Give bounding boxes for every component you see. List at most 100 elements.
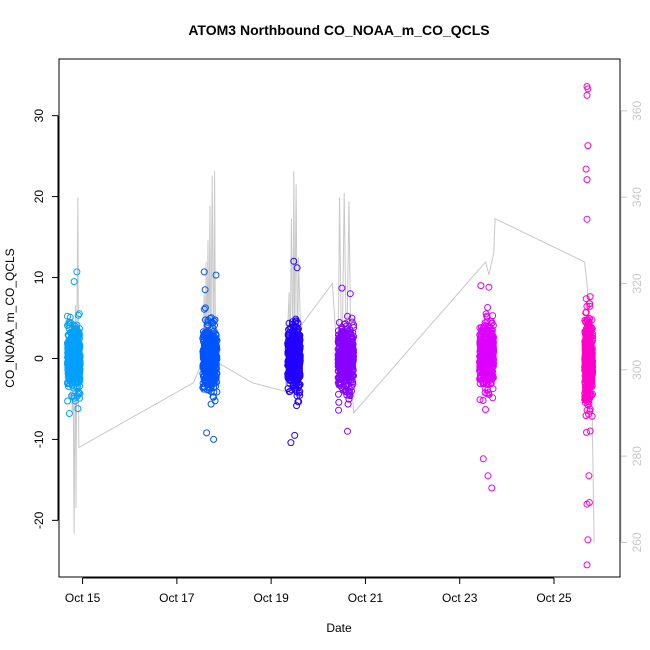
data-point: [348, 338, 356, 345]
outlier-point: [70, 278, 78, 286]
data-point: [582, 295, 590, 303]
outlier-point: [582, 165, 590, 173]
data-point: [588, 357, 595, 364]
x-tick-label: Oct 25: [536, 591, 572, 605]
data-point: [200, 363, 208, 371]
data-point: [335, 406, 343, 414]
outlier-point: [201, 286, 209, 294]
data-point: [288, 377, 296, 385]
data-point: [67, 363, 75, 371]
data-point: [583, 428, 590, 436]
y-tick-label: -10: [32, 430, 46, 448]
data-point: [208, 373, 216, 381]
altitude-trace: [67, 171, 595, 543]
data-point: [348, 345, 356, 353]
data-point: [344, 353, 352, 361]
data-point: [211, 361, 219, 369]
data-point: [288, 369, 296, 376]
series-3: [284, 257, 304, 447]
data-point: [74, 351, 82, 359]
data-point: [345, 391, 353, 399]
data-point: [289, 373, 297, 380]
series-6: [581, 83, 597, 569]
data-point: [586, 342, 594, 350]
outlier-point: [583, 176, 591, 184]
data-point: [74, 343, 82, 351]
series-5: [476, 282, 498, 492]
right-tick-label: 360: [630, 100, 644, 120]
outlier-point: [203, 429, 211, 437]
data-point: [211, 397, 219, 405]
data-point: [586, 302, 594, 310]
data-point: [582, 309, 590, 317]
data-point: [200, 305, 208, 313]
data-point: [336, 369, 344, 377]
series-1: [64, 268, 84, 417]
data-point: [346, 363, 353, 371]
outlier-point: [287, 439, 295, 447]
data-point: [348, 318, 356, 326]
chart-title: ATOM3 Northbound CO_NOAA_m_CO_QCLS: [188, 22, 489, 38]
data-point: [289, 327, 297, 335]
outlier-point: [485, 283, 493, 291]
data-point: [583, 385, 590, 393]
data-point: [586, 330, 594, 338]
data-point: [292, 386, 300, 394]
data-point: [583, 336, 591, 344]
data-point: [64, 340, 72, 348]
data-point: [583, 302, 591, 310]
data-point: [586, 427, 594, 435]
data-point: [489, 394, 497, 402]
data-point: [212, 375, 220, 383]
data-point: [479, 397, 487, 404]
outlier-point: [584, 85, 592, 93]
right-tick-label: 340: [630, 187, 644, 207]
data-point: [335, 344, 343, 352]
data-point: [346, 326, 354, 334]
data-point: [72, 334, 80, 341]
data-point: [346, 333, 354, 341]
data-point: [484, 304, 492, 311]
right-tick-label: 320: [630, 273, 644, 293]
data-point: [343, 391, 351, 399]
y-tick-label: 10: [32, 271, 46, 285]
data-point: [338, 351, 345, 359]
data-point: [70, 326, 78, 334]
x-tick-label: Oct 19: [253, 591, 289, 605]
data-point: [296, 391, 304, 399]
outlier-point: [584, 536, 592, 544]
data-point: [67, 354, 75, 362]
data-point: [203, 330, 211, 338]
data-point: [76, 394, 83, 402]
data-point: [583, 374, 591, 382]
data-point: [64, 397, 72, 405]
right-tick-label: 300: [630, 359, 644, 379]
data-point: [212, 382, 219, 390]
data-point: [338, 324, 346, 332]
data-point: [478, 358, 486, 366]
data-point: [335, 337, 343, 345]
series-4: [334, 284, 358, 435]
data-point: [66, 380, 74, 388]
data-point: [487, 341, 494, 348]
data-point: [285, 338, 293, 346]
x-axis: Oct 15 Oct 17 Oct 19 Oct 21 Oct 23 Oct 25: [65, 577, 572, 605]
data-point: [485, 391, 493, 398]
data-point: [588, 369, 596, 377]
data-point: [64, 353, 71, 361]
data-point: [65, 371, 73, 379]
data-point: [203, 371, 210, 379]
data-point: [207, 400, 215, 408]
data-point: [483, 380, 491, 388]
outlier-point: [212, 271, 220, 279]
data-point: [74, 374, 82, 382]
data-point: [200, 355, 208, 362]
data-point: [477, 345, 484, 353]
x-tick-label: Oct 15: [65, 591, 101, 605]
data-point: [484, 327, 492, 335]
x-axis-label: Date: [326, 621, 352, 635]
outlier-point: [338, 284, 346, 292]
data-point: [581, 317, 589, 324]
data-point: [293, 326, 301, 334]
y-tick-label: 30: [32, 109, 46, 123]
